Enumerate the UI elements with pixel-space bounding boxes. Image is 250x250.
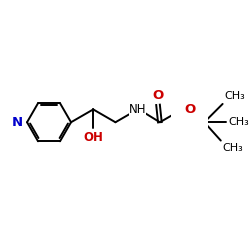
Text: O: O xyxy=(184,103,195,116)
Text: CH₃: CH₃ xyxy=(222,143,243,153)
Text: NH: NH xyxy=(129,103,146,116)
Text: OH: OH xyxy=(83,132,103,144)
Text: CH₃: CH₃ xyxy=(224,91,245,101)
Text: N: N xyxy=(11,116,22,129)
Text: O: O xyxy=(152,89,164,102)
Text: CH₃: CH₃ xyxy=(228,117,249,127)
